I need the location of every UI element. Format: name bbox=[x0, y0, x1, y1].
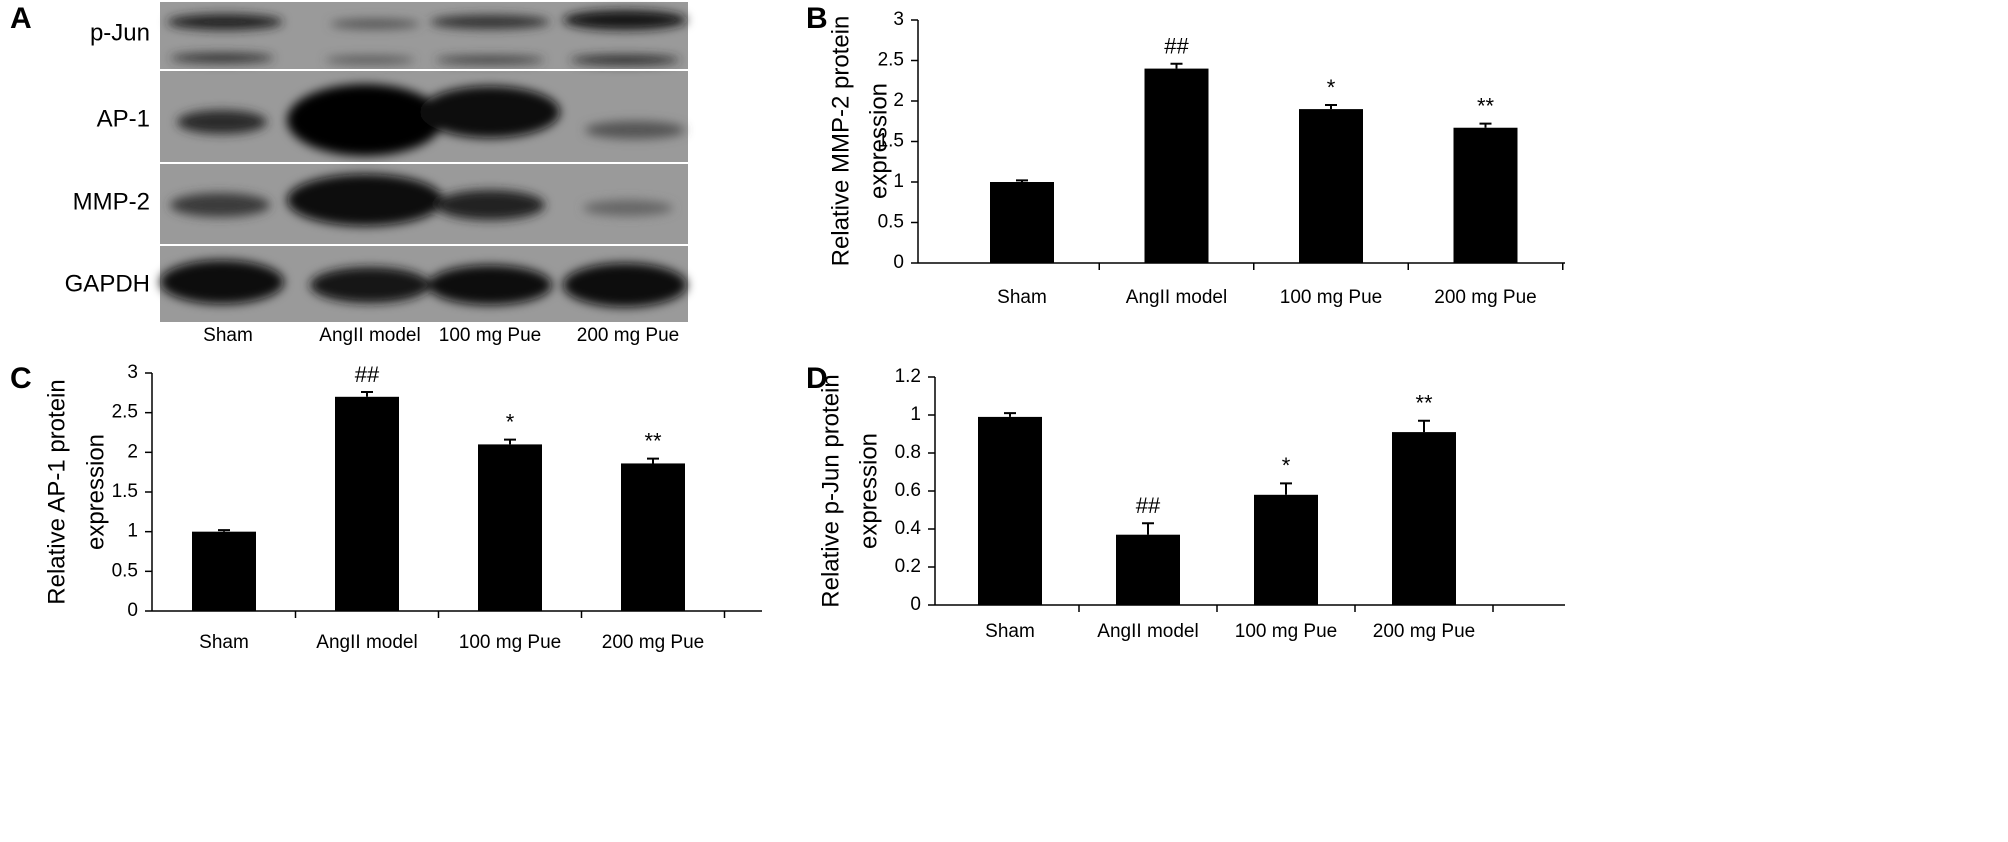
y-tick-label: 2.5 bbox=[878, 50, 904, 71]
y-tick-label: 0.8 bbox=[895, 442, 921, 463]
y-tick-label: 1.2 bbox=[895, 366, 921, 387]
error-bar bbox=[218, 529, 230, 532]
error-bar bbox=[1280, 482, 1292, 495]
y-tick-label: 2 bbox=[893, 90, 904, 111]
bar bbox=[978, 416, 1042, 605]
significance-label: ## bbox=[1136, 493, 1161, 518]
lane-label: Sham bbox=[203, 325, 253, 346]
row-label: p-Jun bbox=[90, 19, 150, 46]
x-tick-label: Sham bbox=[997, 287, 1047, 308]
lane-label: 200 mg Pue bbox=[577, 325, 679, 346]
error-bar bbox=[1142, 522, 1154, 535]
y-tick-label: 2.5 bbox=[112, 402, 138, 423]
y-tick-label: 3 bbox=[127, 362, 138, 383]
significance-label: * bbox=[506, 409, 515, 434]
blot-panel: A p-Jun AP-1 MMP-2 bbox=[10, 2, 688, 346]
y-axis-label: Relative MMP-2 protein bbox=[827, 16, 854, 267]
y-tick-label: 0 bbox=[893, 252, 904, 273]
x-tick-label: 100 mg Pue bbox=[1235, 621, 1337, 642]
panel-letter: A bbox=[10, 2, 32, 35]
bar bbox=[621, 463, 685, 611]
y-tick-label: 0.2 bbox=[895, 556, 921, 577]
x-tick-label: 200 mg Pue bbox=[1434, 287, 1536, 308]
x-tick-label: Sham bbox=[199, 632, 249, 653]
significance-label: ## bbox=[1164, 34, 1189, 59]
error-bar bbox=[1325, 104, 1337, 110]
y-axis-label: expression bbox=[865, 83, 892, 199]
y-tick-label: 0 bbox=[910, 594, 921, 615]
panel-letter: B bbox=[806, 2, 828, 35]
y-axis-label: expression bbox=[855, 433, 882, 549]
significance-label: ** bbox=[644, 428, 662, 453]
y-tick-label: 0.5 bbox=[112, 560, 138, 581]
y-tick-label: 0.5 bbox=[878, 212, 904, 233]
y-tick-label: 0 bbox=[127, 600, 138, 621]
y-tick-label: 2 bbox=[127, 441, 138, 462]
y-axis-label: expression bbox=[82, 434, 109, 550]
y-tick-label: 1 bbox=[893, 171, 904, 192]
significance-label: ## bbox=[355, 362, 380, 387]
y-tick-label: 1 bbox=[127, 521, 138, 542]
panel-letter: C bbox=[10, 362, 32, 395]
bar bbox=[1453, 127, 1518, 263]
x-tick-label: 200 mg Pue bbox=[1373, 621, 1475, 642]
chart-panel: B Relative MMP-2 protein expression 0 0.5 1 1.… bbox=[806, 2, 1565, 308]
bar bbox=[1254, 494, 1318, 605]
error-bar bbox=[1016, 179, 1028, 182]
blot-bands bbox=[160, 10, 687, 307]
significance-label: ** bbox=[1415, 391, 1433, 416]
chart-panel: C Relative AP-1 protein expression 0 0.5 1 1.5… bbox=[10, 362, 762, 653]
lane-label: AngII model bbox=[319, 325, 420, 346]
x-tick-label: 100 mg Pue bbox=[1280, 287, 1382, 308]
bar bbox=[1116, 534, 1180, 605]
lane-label: 100 mg Pue bbox=[439, 325, 541, 346]
x-tick-label: AngII model bbox=[1097, 621, 1198, 642]
bar bbox=[1144, 68, 1209, 263]
row-label: MMP-2 bbox=[73, 188, 150, 215]
significance-label: ** bbox=[1477, 93, 1495, 118]
bar bbox=[478, 444, 542, 611]
y-tick-label: 3 bbox=[893, 9, 904, 30]
error-bar bbox=[1170, 62, 1183, 69]
bar bbox=[1392, 432, 1456, 605]
x-tick-label: AngII model bbox=[316, 632, 417, 653]
y-axis-label: Relative AP-1 protein bbox=[43, 379, 70, 604]
significance-label: * bbox=[1327, 75, 1336, 100]
error-bar bbox=[361, 391, 373, 397]
x-tick-label: AngII model bbox=[1126, 287, 1227, 308]
bar bbox=[1299, 109, 1363, 263]
significance-label: * bbox=[1282, 453, 1291, 478]
x-tick-label: 200 mg Pue bbox=[602, 632, 704, 653]
error-bar bbox=[647, 457, 659, 464]
y-axis-label: Relative p-Jun protein bbox=[817, 374, 844, 607]
x-tick-label: 100 mg Pue bbox=[459, 632, 561, 653]
row-label: AP-1 bbox=[97, 105, 150, 132]
panel-letter: D bbox=[806, 362, 828, 395]
y-tick-label: 1.5 bbox=[112, 481, 138, 502]
error-bar bbox=[1004, 412, 1016, 417]
y-tick-label: 0.4 bbox=[895, 518, 922, 539]
row-label: GAPDH bbox=[65, 270, 150, 297]
error-bar bbox=[1479, 122, 1492, 128]
error-bar bbox=[504, 438, 516, 445]
bar bbox=[335, 396, 399, 611]
x-tick-label: Sham bbox=[985, 621, 1035, 642]
y-tick-label: 1.5 bbox=[878, 131, 904, 152]
error-bar bbox=[1418, 419, 1430, 433]
bar bbox=[192, 531, 256, 611]
y-tick-label: 0.6 bbox=[895, 480, 921, 501]
bar bbox=[990, 182, 1054, 263]
y-tick-label: 1 bbox=[910, 404, 921, 425]
